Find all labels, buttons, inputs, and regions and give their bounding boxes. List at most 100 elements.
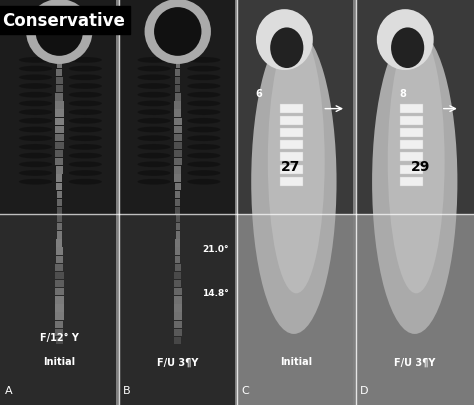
Bar	[174, 305, 182, 312]
Bar	[174, 143, 182, 150]
Bar	[57, 53, 62, 61]
Bar	[55, 329, 63, 336]
FancyBboxPatch shape	[0, 215, 116, 405]
Bar	[174, 321, 182, 328]
Ellipse shape	[391, 28, 424, 69]
Ellipse shape	[69, 93, 102, 98]
Bar	[175, 45, 180, 53]
Bar	[175, 215, 180, 223]
Ellipse shape	[268, 30, 325, 294]
Text: 14.8°: 14.8°	[202, 289, 229, 298]
Ellipse shape	[388, 30, 445, 294]
Bar	[174, 329, 182, 336]
Bar	[175, 70, 180, 77]
Bar	[280, 117, 303, 126]
Ellipse shape	[19, 127, 52, 133]
Text: F/12° Y: F/12° Y	[40, 332, 79, 342]
Ellipse shape	[137, 136, 171, 142]
Ellipse shape	[69, 145, 102, 150]
Ellipse shape	[145, 0, 211, 65]
Ellipse shape	[69, 179, 102, 185]
Ellipse shape	[187, 119, 220, 124]
Ellipse shape	[187, 93, 220, 98]
Bar	[56, 232, 62, 239]
Bar	[280, 141, 303, 150]
FancyBboxPatch shape	[237, 0, 353, 215]
Bar	[175, 207, 180, 215]
Bar	[175, 86, 181, 93]
Bar	[55, 167, 63, 174]
Bar	[175, 62, 180, 69]
Ellipse shape	[187, 101, 220, 107]
Bar	[55, 94, 64, 101]
Bar	[175, 240, 180, 247]
Bar	[174, 167, 181, 174]
Ellipse shape	[19, 179, 52, 185]
Bar	[55, 280, 64, 288]
Bar	[174, 175, 181, 182]
Bar	[55, 118, 64, 126]
Bar	[57, 37, 62, 45]
Text: Initial: Initial	[43, 356, 75, 367]
Bar	[400, 141, 423, 150]
Ellipse shape	[19, 145, 52, 150]
Ellipse shape	[69, 162, 102, 168]
Ellipse shape	[187, 66, 220, 72]
Bar	[175, 264, 181, 271]
Bar	[55, 143, 64, 150]
FancyBboxPatch shape	[237, 215, 353, 405]
Ellipse shape	[19, 153, 52, 159]
Bar	[55, 151, 64, 158]
Bar	[55, 288, 64, 296]
Bar	[174, 102, 181, 109]
Ellipse shape	[137, 162, 171, 168]
Bar	[174, 288, 182, 296]
Ellipse shape	[187, 153, 220, 159]
Bar	[400, 104, 423, 113]
Text: A: A	[5, 385, 12, 395]
Ellipse shape	[251, 30, 337, 334]
FancyBboxPatch shape	[0, 0, 116, 215]
Bar	[56, 70, 62, 77]
Ellipse shape	[19, 119, 52, 124]
Ellipse shape	[26, 0, 92, 65]
Ellipse shape	[69, 101, 102, 107]
Ellipse shape	[137, 66, 171, 72]
Bar	[174, 126, 182, 134]
Bar	[280, 177, 303, 186]
Bar	[174, 159, 182, 166]
Ellipse shape	[19, 75, 52, 81]
Text: D: D	[360, 385, 369, 395]
Ellipse shape	[154, 8, 201, 57]
Ellipse shape	[137, 145, 171, 150]
Bar	[55, 305, 64, 312]
Bar	[174, 296, 182, 304]
Bar	[175, 224, 180, 231]
Bar	[57, 45, 62, 53]
Bar	[55, 313, 64, 320]
Bar	[175, 78, 180, 85]
Bar	[57, 29, 62, 36]
Ellipse shape	[256, 10, 313, 71]
Bar	[55, 159, 63, 166]
Ellipse shape	[19, 58, 52, 64]
Text: B: B	[123, 385, 131, 395]
Ellipse shape	[187, 84, 220, 90]
Bar	[57, 207, 62, 215]
Ellipse shape	[137, 127, 171, 133]
Ellipse shape	[270, 28, 303, 69]
Bar	[175, 199, 180, 207]
Bar	[56, 337, 63, 344]
Bar	[55, 264, 64, 271]
Bar	[56, 62, 62, 69]
Text: F/U 3¶Y: F/U 3¶Y	[394, 356, 436, 367]
Bar	[175, 191, 181, 198]
Bar	[280, 153, 303, 162]
Bar	[174, 151, 182, 158]
Ellipse shape	[19, 93, 52, 98]
Bar	[175, 248, 180, 255]
Ellipse shape	[187, 58, 220, 64]
Ellipse shape	[187, 110, 220, 116]
Bar	[55, 272, 64, 279]
Ellipse shape	[137, 179, 171, 185]
